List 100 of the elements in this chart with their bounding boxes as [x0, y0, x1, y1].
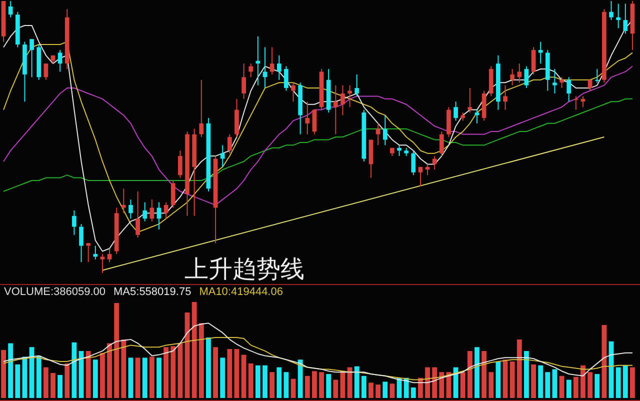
candlestick: [560, 76, 564, 89]
bar: [524, 350, 529, 398]
bar: [164, 347, 169, 398]
bar: [248, 363, 254, 398]
bar: [453, 367, 458, 398]
candlestick: [79, 224, 84, 263]
candlestick: [517, 63, 522, 84]
bar: [29, 347, 34, 398]
candlestick: [30, 38, 34, 78]
candlestick: [220, 144, 225, 168]
bar: [43, 367, 48, 398]
candlestick: [594, 68, 600, 84]
bar: [58, 374, 63, 398]
bar: [622, 365, 628, 398]
candlestick: [609, 0, 614, 21]
bar: [234, 349, 240, 398]
candlestick: [276, 54, 282, 80]
candlestick: [538, 41, 543, 64]
bar: [333, 380, 338, 398]
bar: [312, 371, 317, 398]
bar: [50, 373, 56, 398]
bar: [354, 366, 360, 398]
candlestick: [503, 84, 508, 110]
candlestick: [284, 66, 288, 92]
bar: [1, 350, 6, 398]
bar: [156, 358, 162, 398]
candlestick: [242, 63, 246, 100]
candlestick: [199, 79, 204, 138]
candlestick: [468, 88, 472, 114]
candlestick: [136, 190, 140, 238]
bar: [298, 360, 303, 398]
candlestick: [439, 131, 444, 157]
bar: [255, 365, 260, 398]
candlestick: [376, 122, 380, 146]
annotation: 上升趋势线: [184, 255, 304, 284]
bar: [516, 339, 522, 398]
candlestick: [397, 144, 402, 157]
candlestick: [510, 68, 515, 86]
candlestick: [8, 0, 13, 18]
bar: [290, 378, 296, 398]
bar: [198, 323, 204, 398]
bar: [220, 358, 226, 398]
bar: [206, 338, 211, 398]
bar: [15, 364, 20, 398]
bar: [460, 372, 466, 398]
candlestick: [340, 84, 345, 116]
bar: [276, 367, 282, 398]
bar: [92, 360, 98, 398]
candlestick: [616, 3, 621, 29]
bar: [410, 387, 416, 398]
candlestick: [312, 109, 317, 135]
bar: [114, 302, 120, 398]
bar: [467, 350, 472, 398]
candlestick: [248, 63, 254, 78]
candlestick: [100, 253, 105, 274]
text: MA5:558019.75: [114, 286, 192, 300]
bar: [149, 356, 154, 398]
bar: [170, 346, 176, 398]
candlestick: [623, 3, 628, 34]
candlestick: [128, 199, 133, 220]
bar: [107, 343, 112, 398]
candlestick: [524, 66, 529, 89]
candlestick: [86, 242, 91, 263]
candlestick: [227, 134, 232, 154]
bar: [616, 367, 621, 398]
candlestick: [107, 248, 112, 263]
candlestick: [58, 49, 62, 72]
bar: [602, 325, 607, 398]
bar: [588, 372, 593, 398]
candlestick: [156, 202, 162, 230]
bar: [531, 364, 536, 398]
candlestick: [348, 84, 352, 108]
bar: [347, 367, 352, 398]
bar: [488, 372, 494, 398]
bar: [227, 349, 232, 398]
chart-title: VOLUME:386059.00: [4, 286, 106, 300]
bar: [573, 376, 578, 398]
bar: [510, 362, 515, 398]
bar: [100, 352, 105, 398]
bar: [376, 384, 381, 398]
bar: [559, 376, 564, 398]
bar: [192, 302, 197, 398]
candlestick: [305, 101, 310, 135]
candlestick: [382, 114, 388, 146]
bar: [121, 339, 126, 398]
bar: [439, 372, 444, 398]
bar: [86, 350, 91, 398]
candlestick: [291, 82, 296, 102]
candlestick: [411, 150, 416, 176]
bar: [630, 367, 635, 398]
candlestick: [432, 156, 437, 170]
candlestick: [418, 166, 423, 186]
bar: [496, 362, 501, 398]
bar: [566, 380, 572, 398]
bar: [64, 363, 70, 398]
bar: [304, 376, 310, 398]
bar: [368, 382, 374, 398]
candlestick: [454, 101, 458, 122]
bar: [545, 372, 550, 398]
candlestick: [150, 199, 154, 222]
